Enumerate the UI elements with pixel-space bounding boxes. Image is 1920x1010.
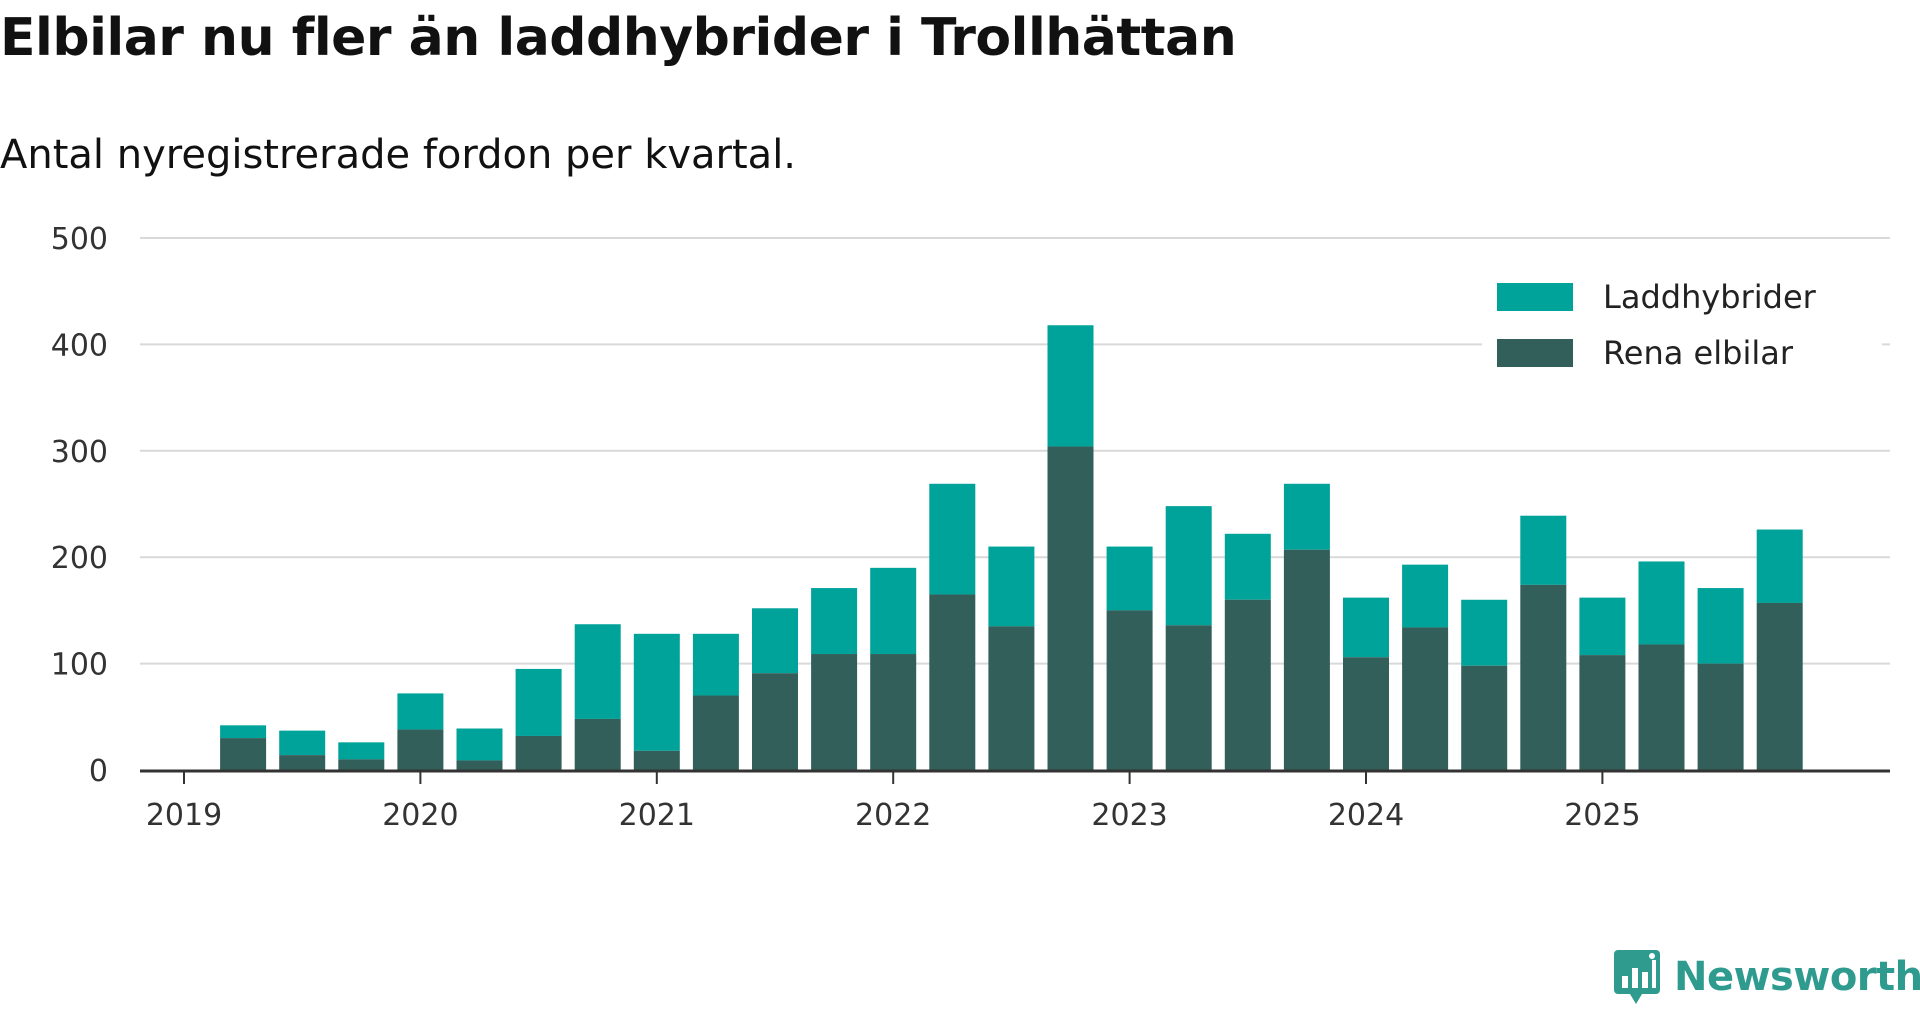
bar-rena-elbilar [811,654,858,770]
bar-laddhybrider [220,725,267,739]
y-tick-label: 200 [51,541,108,576]
bar-rena-elbilar [1106,610,1153,770]
legend-label: Rena elbilar [1603,334,1794,372]
bar-laddhybrider [1402,564,1449,628]
bar-laddhybrider [988,546,1035,627]
y-tick-label: 400 [51,328,108,363]
bar-rena-elbilar [1697,663,1744,770]
bar-laddhybrider [633,633,680,751]
bar-rena-elbilar [1461,665,1508,770]
bar-laddhybrider [397,693,444,730]
bar-rena-elbilar [1224,599,1271,770]
x-tick-label: 2023 [1091,798,1167,833]
bar-laddhybrider [338,742,385,760]
bar-rena-elbilar [988,626,1035,770]
bar-rena-elbilar [279,755,326,770]
newsworthy-icon [1614,950,1660,1004]
bar-laddhybrider [1756,529,1803,603]
bar-laddhybrider [1697,588,1744,664]
bar-laddhybrider [752,608,798,674]
bar-laddhybrider [1343,597,1389,658]
bar-rena-elbilar [752,673,798,770]
bar-rena-elbilar [515,735,562,770]
legend-swatch [1497,339,1573,367]
bar-laddhybrider [1520,515,1567,585]
bar-rena-elbilar [692,695,739,770]
bar-rena-elbilar [870,654,917,770]
legend-label: Laddhybrider [1603,278,1817,316]
x-tick-label: 2020 [382,798,458,833]
y-tick-label: 300 [51,435,108,470]
bar-laddhybrider [574,624,621,719]
x-tick-label: 2025 [1564,798,1640,833]
bar-rena-elbilar [1756,602,1803,770]
stacked-bar-chart: 0 100 200 300 400 500 2019 2020 2021 2022 2023 2024… [51,222,1890,833]
y-tick-label: 500 [51,222,108,257]
bar-laddhybrider [1579,597,1626,656]
bar-rena-elbilar [1343,657,1389,770]
bar-laddhybrider [515,668,562,736]
bar-rena-elbilar [1283,549,1330,770]
bars [220,325,1803,770]
bar-laddhybrider [692,633,739,696]
bar-rena-elbilar [1047,446,1094,770]
bar-laddhybrider [1224,533,1271,600]
bar-rena-elbilar [338,759,385,770]
bar-rena-elbilar [929,594,976,770]
bar-rena-elbilar [1165,625,1212,770]
bar-laddhybrider [1047,325,1094,447]
x-tick-label: 2022 [855,798,931,833]
bar-laddhybrider [279,730,326,756]
bar-rena-elbilar [220,738,267,770]
brand-name: Newsworthy [1674,954,1920,1000]
x-tick-label: 2019 [146,798,222,833]
bar-rena-elbilar [456,760,503,770]
bar-laddhybrider [870,567,917,655]
chart-subtitle: Antal nyregistrerade fordon per kvartal. [0,132,797,178]
bar-laddhybrider [1283,483,1330,550]
bar-laddhybrider [929,483,976,595]
bar-rena-elbilar [1638,644,1685,770]
axes: 0 100 200 300 400 500 2019 2020 2021 2022 2023 2024… [51,222,1890,833]
bar-rena-elbilar [574,718,621,770]
bar-rena-elbilar [1402,627,1449,770]
x-tick-label: 2024 [1328,798,1404,833]
bar-laddhybrider [1165,506,1212,626]
bar-laddhybrider [456,728,503,761]
bar-rena-elbilar [1579,655,1626,770]
chart-title: Elbilar nu fler än laddhybrider i Trollh… [0,8,1237,68]
bar-laddhybrider [1106,546,1153,611]
x-tick-label: 2021 [619,798,695,833]
brand-logo: Newsworthy [1612,948,1920,1006]
bar-laddhybrider [1638,561,1685,645]
y-tick-label: 100 [51,648,108,683]
bar-laddhybrider [811,588,858,655]
legend-swatch [1497,283,1573,311]
bar-rena-elbilar [397,729,444,770]
legend: Laddhybrider Rena elbilar [1482,268,1882,380]
bar-laddhybrider [1461,599,1508,666]
bar-rena-elbilar [1520,584,1567,770]
y-tick-label: 0 [89,754,108,789]
bar-rena-elbilar [633,750,680,770]
